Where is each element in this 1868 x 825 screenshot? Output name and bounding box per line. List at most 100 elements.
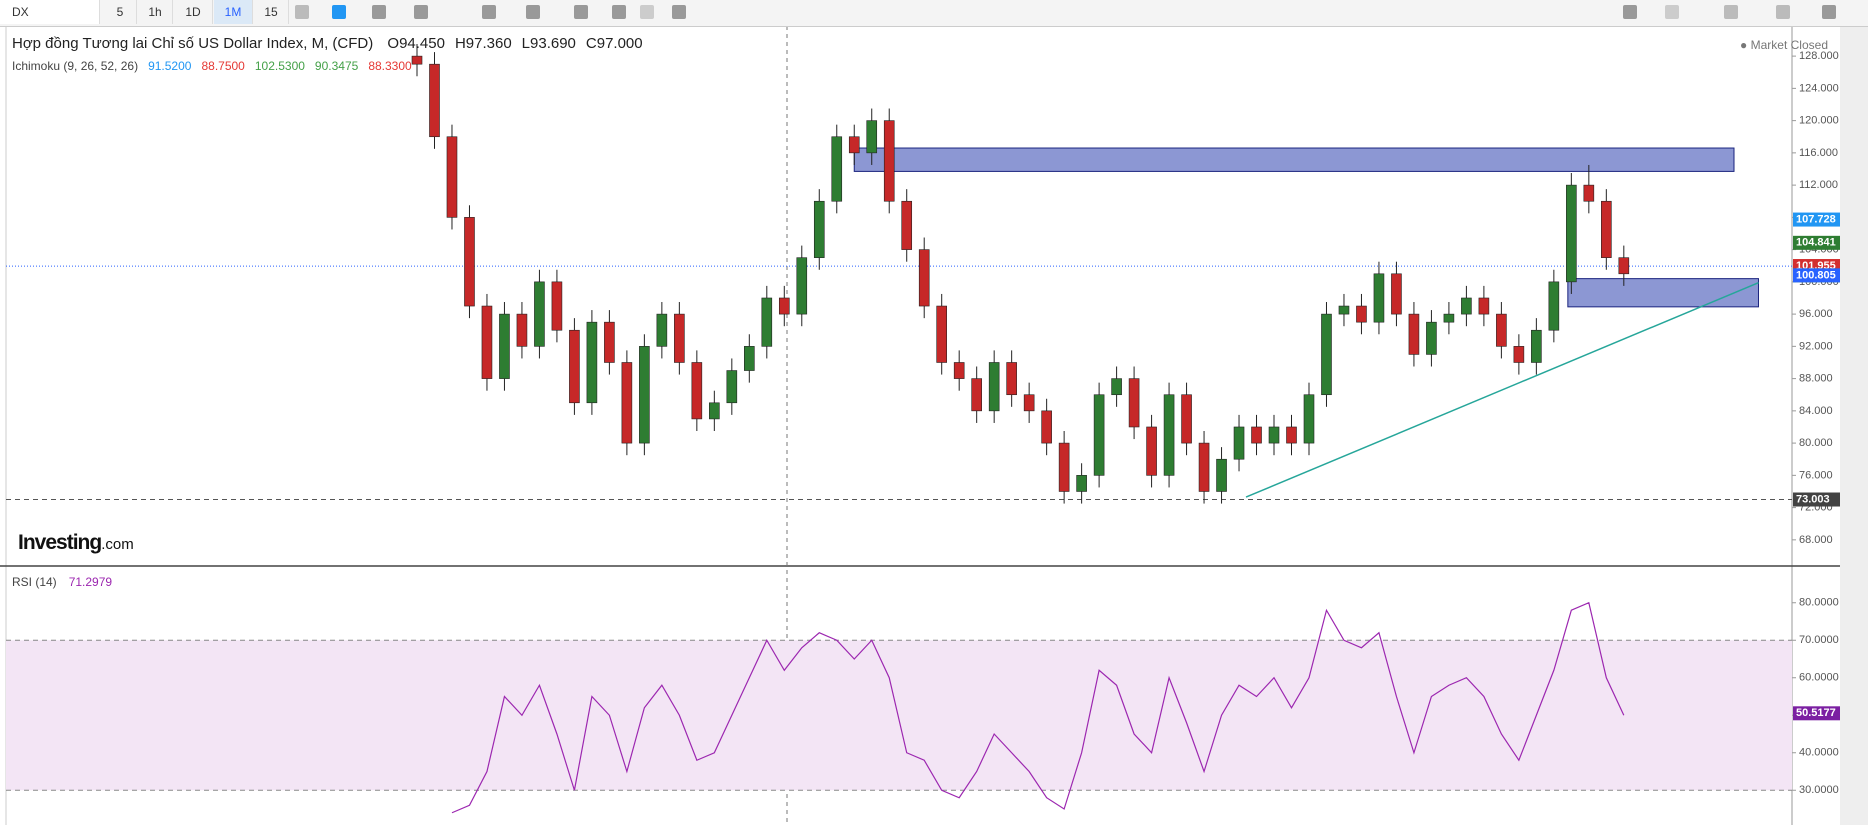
candle-body bbox=[1146, 426, 1157, 476]
logo: Investing.com bbox=[18, 531, 134, 555]
candle-body bbox=[1601, 200, 1612, 258]
candle-body bbox=[691, 362, 703, 420]
y-tick-label: 76.000 bbox=[1799, 469, 1833, 481]
indicator-readout: 102.5300 bbox=[254, 59, 305, 73]
candle-body bbox=[953, 362, 965, 379]
candle-body bbox=[481, 305, 493, 379]
market-status-text: Market Closed bbox=[1750, 38, 1828, 52]
undo-icon[interactable] bbox=[612, 5, 626, 19]
logo-suffix: .com bbox=[101, 536, 134, 553]
candle-body bbox=[639, 346, 650, 444]
ohlc: H97.360 bbox=[454, 35, 512, 52]
candle-body bbox=[1128, 378, 1140, 428]
toolbar: DX 5 1h 1D 1M 15 bbox=[0, 0, 1868, 27]
y-tick-label: 80.000 bbox=[1799, 437, 1833, 449]
y-tick-label: 116.000 bbox=[1799, 147, 1838, 159]
candle-body bbox=[1618, 257, 1630, 275]
price-tag bbox=[1793, 212, 1840, 227]
balance-icon[interactable] bbox=[574, 5, 588, 19]
line-icon[interactable] bbox=[372, 5, 386, 19]
candle-body bbox=[1023, 394, 1035, 412]
candle-body bbox=[569, 329, 580, 404]
price-tag-label: 50.5177 bbox=[1796, 707, 1836, 719]
candle-body bbox=[709, 402, 720, 420]
interval[interactable]: 1D bbox=[174, 0, 213, 24]
interval[interactable]: 1M bbox=[214, 0, 253, 24]
rsi-readout: 71.2979 bbox=[68, 575, 113, 589]
indicator-icon[interactable] bbox=[414, 5, 428, 19]
candle-body bbox=[936, 305, 948, 363]
y-tick-label: 120.000 bbox=[1799, 115, 1839, 127]
candle-body bbox=[674, 313, 685, 363]
indicator-readout: 88.7500 bbox=[201, 59, 245, 73]
price-tag bbox=[1793, 706, 1840, 721]
candle-body bbox=[744, 346, 755, 371]
candle-body bbox=[831, 136, 843, 202]
dropdown-icon[interactable] bbox=[295, 5, 309, 19]
candle-body bbox=[796, 257, 808, 315]
candle-body bbox=[1496, 313, 1507, 347]
interval[interactable]: 5 bbox=[104, 0, 137, 24]
candle-body bbox=[621, 362, 633, 444]
candle-body bbox=[1321, 313, 1332, 396]
y-tick-label: 80.0000 bbox=[1799, 597, 1839, 609]
redo-icon[interactable] bbox=[640, 5, 654, 19]
candle-body bbox=[1111, 378, 1122, 396]
price-tag-label: 107.728 bbox=[1796, 213, 1836, 225]
candle-body bbox=[1478, 297, 1490, 315]
price-tag-label: 104.841 bbox=[1796, 237, 1836, 249]
candle-body bbox=[901, 200, 913, 250]
candle-body bbox=[866, 120, 878, 154]
price-tag-label: 100.805 bbox=[1796, 269, 1836, 281]
alert-icon[interactable] bbox=[672, 5, 686, 19]
candle-icon[interactable] bbox=[332, 5, 346, 19]
y-tick-label: 92.000 bbox=[1799, 340, 1833, 352]
candle-body bbox=[1058, 442, 1070, 492]
candle-body bbox=[656, 313, 668, 347]
compare-icon[interactable] bbox=[526, 5, 540, 19]
candle-body bbox=[1041, 410, 1052, 444]
camera-icon[interactable] bbox=[1623, 5, 1637, 19]
candle-body bbox=[988, 362, 1000, 412]
logo-brand: Investing bbox=[18, 531, 102, 554]
candle-body bbox=[604, 321, 615, 363]
interval[interactable]: 1h bbox=[138, 0, 173, 24]
chart-title: Hợp đồng Tương lai Chỉ số US Dollar Inde… bbox=[12, 35, 374, 52]
candle-body bbox=[499, 313, 510, 379]
candle-body bbox=[411, 55, 423, 65]
cloud-icon[interactable] bbox=[1724, 5, 1738, 19]
market-status: ● Market Closed bbox=[1740, 38, 1828, 52]
layout-icon[interactable] bbox=[1665, 5, 1679, 19]
indicator-readout: 90.3475 bbox=[314, 59, 359, 73]
upload-icon[interactable] bbox=[1776, 5, 1790, 19]
candle-body bbox=[1583, 184, 1595, 202]
indicator-readout: 91.5200 bbox=[148, 59, 192, 73]
rsi-line bbox=[451, 601, 1625, 814]
y-tick-label: 40.0000 bbox=[1799, 747, 1839, 759]
candle-body bbox=[918, 249, 930, 307]
chart-header: Hợp đồng Tương lai Chỉ số US Dollar Inde… bbox=[12, 35, 653, 52]
candle-body bbox=[761, 297, 773, 347]
candle-body bbox=[1548, 281, 1560, 331]
candle-body bbox=[1268, 426, 1280, 444]
fullscreen-icon[interactable] bbox=[1822, 5, 1836, 19]
candle-body bbox=[971, 378, 982, 412]
price-tag bbox=[1793, 235, 1840, 250]
zone bbox=[1567, 278, 1759, 308]
candle-body bbox=[1373, 273, 1385, 323]
candle-body bbox=[1513, 346, 1525, 363]
trendline bbox=[1245, 281, 1759, 498]
y-tick-label: 112.000 bbox=[1799, 179, 1838, 191]
settings-icon[interactable] bbox=[482, 5, 496, 19]
interval[interactable]: 15 bbox=[254, 0, 289, 24]
y-tick-label: 124.000 bbox=[1799, 82, 1839, 94]
y-tick-label: 96.000 bbox=[1799, 308, 1833, 320]
candle-body bbox=[446, 136, 458, 218]
ohlc: O94.450 bbox=[387, 35, 445, 52]
symbol[interactable]: DX bbox=[0, 0, 100, 24]
candle-body bbox=[1006, 362, 1017, 396]
y-tick-label: 60.0000 bbox=[1799, 672, 1839, 684]
candle-body bbox=[813, 200, 825, 258]
